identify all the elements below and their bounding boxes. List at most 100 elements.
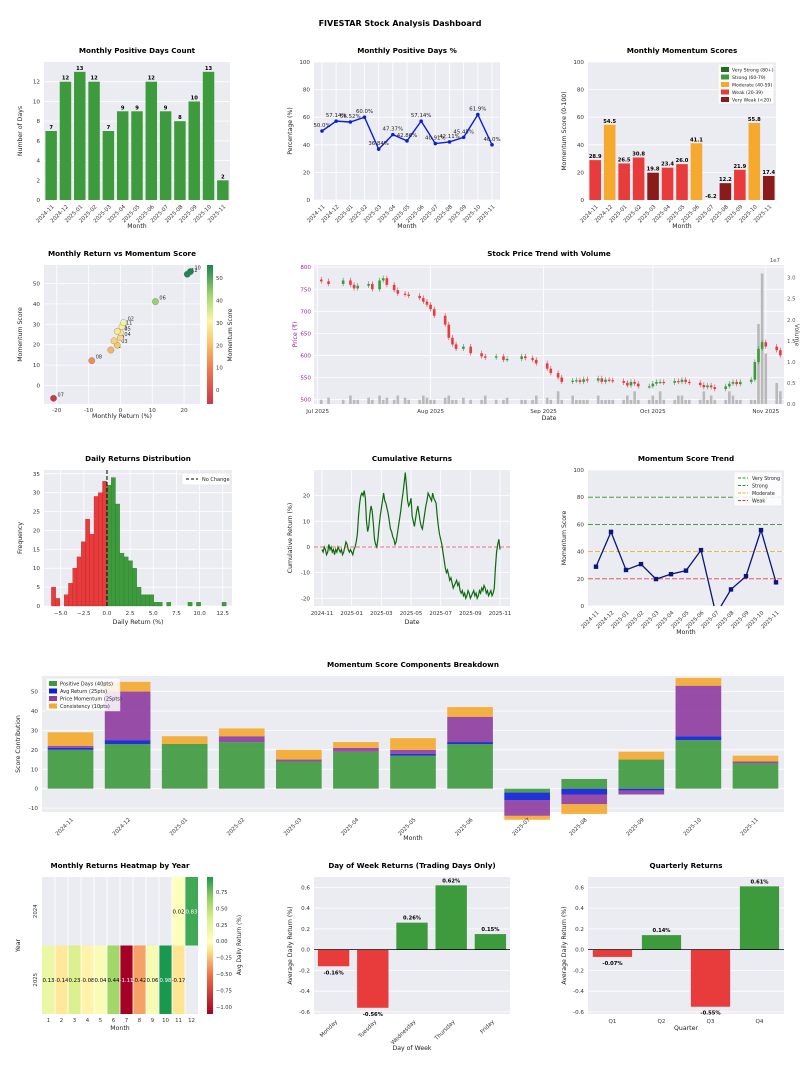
x-tick-label: 12.5 xyxy=(217,611,230,617)
y-tick-label: 0.4 xyxy=(575,906,584,912)
bar xyxy=(474,934,507,950)
bar-value-label: 0.14% xyxy=(653,928,672,934)
bar-value-label: 0.15% xyxy=(481,927,500,933)
heatmap-value: 0.44 xyxy=(107,978,120,984)
y-tick-label: 20 xyxy=(303,494,311,500)
data-point xyxy=(743,574,749,579)
candle-body xyxy=(702,385,706,388)
y-tick-label: 80 xyxy=(577,495,585,501)
data-point xyxy=(334,119,338,123)
plot-area xyxy=(314,265,784,404)
volume-bar xyxy=(585,399,589,404)
candle-body xyxy=(520,356,523,359)
volume-bar xyxy=(407,399,411,404)
positive-days-pct-chart: Monthly Positive Days % Month Percentage (… xyxy=(287,46,501,230)
x-tick-label: 2025-07 xyxy=(511,817,531,837)
stacked-bar-segment xyxy=(104,744,151,789)
stacked-bar-segment xyxy=(447,707,493,717)
volume-bar xyxy=(502,399,505,404)
stacked-bar-segment xyxy=(618,788,665,791)
candle-body xyxy=(753,362,757,380)
chart-title: Cumulative Returns xyxy=(372,454,452,463)
bar-value-label: 55.8 xyxy=(748,117,761,123)
x-tick-label: Friday xyxy=(480,1019,497,1036)
data-point xyxy=(433,141,438,146)
x-axis-label: Day of Week xyxy=(392,1045,431,1052)
stacked-bar-segment xyxy=(618,751,665,760)
x-tick-label: Wednesday xyxy=(390,1019,418,1047)
heatmap-value: 0.04 xyxy=(94,978,107,984)
bar-value-label: -6.2 xyxy=(705,194,717,200)
y-tick-label: 20 xyxy=(31,748,39,754)
legend-label: Weak xyxy=(752,499,765,505)
heatmap-value: 0.23 xyxy=(68,978,80,984)
stacked-bar-segment xyxy=(218,742,265,789)
y-tick-label: 40 xyxy=(577,143,585,149)
candle-body xyxy=(425,301,429,305)
volume-bar xyxy=(534,395,538,404)
data-point xyxy=(320,129,324,133)
plot-area xyxy=(314,470,510,606)
cumulative-returns-chart: Cumulative Returns Date Cumulative Return … xyxy=(287,454,511,626)
candle-body xyxy=(611,380,615,382)
heatmap-value: -0.42 xyxy=(133,978,147,984)
candle-body xyxy=(647,386,651,388)
histogram-bar xyxy=(85,518,90,607)
candle-body xyxy=(451,337,454,345)
positive-days-count-chart: Monthly Positive Days Count Month Number o… xyxy=(17,46,230,230)
candle-body xyxy=(596,378,600,381)
colorbar-tick-label: 0.50 xyxy=(216,906,228,912)
volume-bar xyxy=(698,399,702,404)
legend-label: Consistency (10pts) xyxy=(60,704,110,710)
y-tick-label: 30 xyxy=(31,728,39,734)
x-tick-label: 10.0 xyxy=(193,611,206,617)
histogram-bar xyxy=(136,586,142,607)
candle-body xyxy=(341,280,345,284)
heatmap-value: -0.14 xyxy=(55,978,70,984)
y-tick-label: 0 xyxy=(306,545,310,551)
y-tick-label: 20 xyxy=(33,343,41,349)
stacked-bar-segment xyxy=(618,790,665,795)
histogram-bar xyxy=(51,586,56,607)
bar-value-label: 12 xyxy=(62,76,70,82)
candle-body xyxy=(462,346,465,349)
candle-body xyxy=(378,280,381,290)
bar xyxy=(202,71,215,200)
point-label: 12 xyxy=(191,268,197,274)
bar-value-label: 54.5 xyxy=(603,119,616,125)
volume-bar xyxy=(494,399,498,404)
histogram-bar xyxy=(102,481,107,607)
bar xyxy=(618,163,630,200)
heatmap-cell xyxy=(133,945,146,1014)
colorbar-tick-label: 50 xyxy=(216,276,223,282)
y-axis-label: Average Daily Return (%) xyxy=(561,906,568,984)
x-tick-label: 2025-10 xyxy=(683,817,704,838)
histogram-bar xyxy=(115,503,120,607)
data-point xyxy=(391,132,395,137)
histogram-bar xyxy=(64,594,69,607)
x-tick-label: 12 xyxy=(188,1018,195,1024)
legend-swatch xyxy=(49,688,57,694)
volume-bar xyxy=(341,399,345,404)
y-tick-label: 50 xyxy=(31,690,39,696)
volume-bar xyxy=(607,399,611,404)
heatmap-cell xyxy=(159,945,172,1014)
x-tick-label: 2024-11 xyxy=(311,611,334,617)
bar-value-label: 23.4 xyxy=(661,162,674,168)
bar-value-label: 12 xyxy=(148,76,156,82)
candle-body xyxy=(349,280,352,285)
point-label: 06 xyxy=(159,296,165,302)
y-tick-label: 0 xyxy=(34,787,38,793)
volume-bar xyxy=(596,395,600,404)
point-label: 08 xyxy=(96,355,102,361)
stacked-bar-segment xyxy=(161,744,208,789)
heatmap-cell xyxy=(55,945,68,1014)
y-tick-label: 60 xyxy=(303,115,311,121)
chart-title: Monthly Positive Days % xyxy=(357,46,457,55)
candle-body xyxy=(403,293,407,295)
legend-label: Very Strong (80+) xyxy=(732,68,774,74)
histogram-bar xyxy=(140,594,146,607)
candle-body xyxy=(731,381,735,384)
y-tick-label: 100 xyxy=(299,60,310,66)
candle-body xyxy=(680,379,684,382)
